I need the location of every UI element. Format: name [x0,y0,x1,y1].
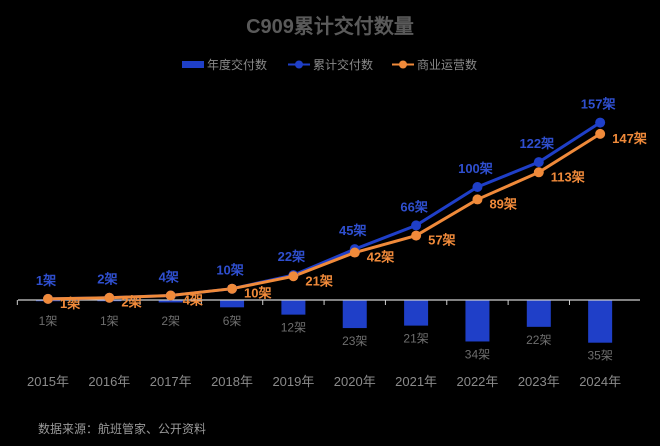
x-tick-label: 2015年 [27,374,69,389]
bar-label: 1架 [100,314,119,328]
data-label: 45架 [339,223,366,238]
x-tick-label: 2016年 [88,374,130,389]
data-label: 89架 [489,196,516,211]
data-label: 157架 [581,97,616,112]
data-point [533,157,544,168]
data-label: 122架 [519,136,554,151]
bar-label: 35架 [587,349,612,363]
bar [342,300,367,329]
bar [404,300,429,326]
x-tick-label: 2022年 [456,374,498,389]
bar-label: 22架 [526,333,551,347]
data-label: 10架 [216,263,243,278]
x-tick-label: 2020年 [334,374,376,389]
bar-label: 12架 [281,321,306,335]
data-label: 22架 [278,249,305,264]
data-point [472,194,483,205]
data-point [595,128,606,139]
data-point [411,230,422,241]
data-label: 66架 [400,199,427,214]
legend-label: 年度交付数 [207,57,267,72]
bar [465,300,490,342]
legend-label: 累计交付数 [313,57,373,72]
data-point [104,292,115,303]
x-tick-label: 2024年 [579,374,621,389]
bar-label: 21架 [403,332,428,346]
data-label: 113架 [551,169,585,184]
bar [588,300,613,343]
chart-title: C909累计交付数量 [246,14,414,38]
data-label: 21架 [305,273,332,288]
x-tick-label: 2021年 [395,374,437,389]
legend-marker [399,60,407,69]
source-note: 数据来源：航班管家、公开资料 [38,421,206,436]
series-line [47,132,601,301]
data-point [288,271,299,282]
data-label: 1架 [36,273,56,288]
bar [220,300,245,308]
bar-label: 1架 [39,314,58,328]
data-label: 147架 [612,131,647,146]
x-tick-label: 2017年 [150,374,192,389]
data-point [411,220,422,231]
data-label: 10架 [244,286,271,301]
data-label: 2架 [121,295,141,310]
data-point [533,167,544,178]
data-point [43,293,53,304]
data-point [227,283,238,294]
bar [526,300,551,327]
legend: 年度交付数 累计交付数 商业运营数 [182,57,477,72]
data-label: 42架 [367,250,394,265]
x-tick-label: 2023年 [518,374,560,389]
data-label: 57架 [428,233,455,248]
data-label: 100架 [458,161,493,176]
bar [158,300,183,303]
legend-marker [295,60,303,69]
data-label: 2架 [97,272,117,287]
bar-label: 6架 [223,314,242,328]
bar [281,300,306,315]
bar-label: 23架 [342,334,367,348]
data-point [349,247,360,258]
legend-swatch-bar [182,61,204,68]
data-label: 4架 [159,269,179,284]
data-label: 1架 [60,296,80,311]
data-point [595,117,606,128]
data-label: 4架 [183,292,203,307]
data-point [472,182,483,192]
bar-label: 2架 [161,314,180,328]
data-point [165,290,176,301]
x-tick-label: 2019年 [272,374,314,389]
x-tick-label: 2018年 [211,374,253,389]
bar-label: 34架 [465,347,490,361]
legend-label: 商业运营数 [417,57,477,72]
